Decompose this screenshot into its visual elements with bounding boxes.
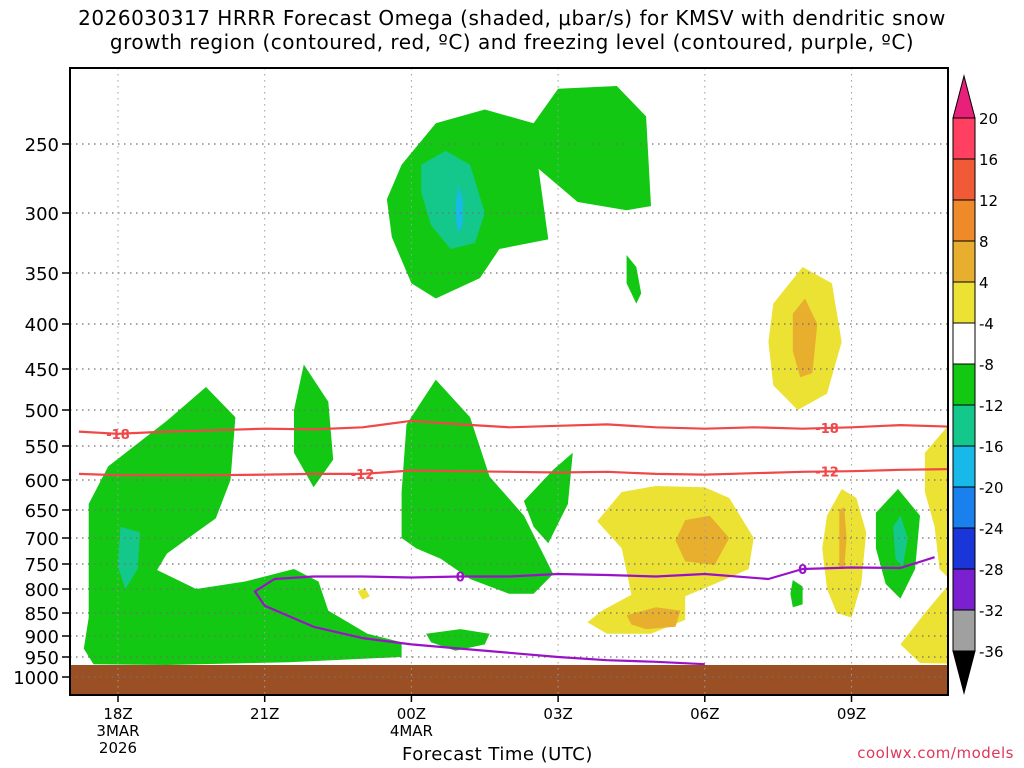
colorbar-label: 4 (979, 274, 989, 292)
omega-area-4 (83, 387, 402, 665)
colorbar-label: 12 (979, 192, 998, 210)
colorbar-swatch (952, 322, 976, 365)
colorbar-swatch (952, 240, 976, 283)
omega-area-20 (839, 507, 847, 569)
plot-frame (69, 67, 949, 696)
x-tick-label: 3MAR (96, 722, 139, 740)
chart-title-line-2: growth region (contoured, red, ºC) and f… (109, 30, 915, 54)
y-tick-label: 850 (25, 604, 59, 625)
colorbar-label: -20 (979, 479, 1004, 497)
omega-area-7 (401, 379, 554, 594)
x-tick-label: 00Z (397, 705, 426, 723)
y-tick-label: 700 (25, 529, 59, 550)
x-tick-label: 03Z (543, 705, 572, 723)
omega-area-10 (790, 580, 803, 608)
contour--18C (78, 419, 948, 435)
omega-area-8 (523, 452, 573, 544)
colorbar-label: 8 (979, 233, 989, 251)
omega-area-25 (357, 588, 370, 600)
omega-area-1 (421, 150, 485, 249)
y-tick-label: 750 (25, 555, 59, 576)
colorbar-label: -32 (979, 602, 1004, 620)
colorbar-label: -12 (979, 397, 1004, 415)
contour-label: -18 (815, 422, 839, 437)
y-tick-label: 450 (25, 360, 59, 381)
colorbar-top-arrow (952, 74, 976, 119)
plot-border (69, 67, 949, 696)
x-tick-label: 4MAR (390, 722, 433, 740)
colorbar-swatch (952, 404, 976, 447)
omega-area-23 (900, 585, 948, 664)
colorbar-swatch (952, 609, 976, 652)
omega-area-2 (455, 185, 463, 233)
contour-label: -12 (815, 466, 839, 481)
colorbar-label: -16 (979, 438, 1004, 456)
y-tick-label: 950 (25, 648, 59, 669)
chart-title-line-1: 2026030317 HRRR Forecast Omega (shaded, … (78, 6, 946, 30)
y-tick-label: 650 (25, 501, 59, 522)
omega-area-12 (893, 515, 908, 567)
colorbar-label: -4 (979, 315, 994, 333)
contour-0C (253, 556, 935, 666)
x-tick-label: 2026 (99, 739, 137, 757)
omega-area-5 (118, 526, 140, 589)
y-tick-label: 600 (25, 471, 59, 492)
colorbar-swatch (952, 158, 976, 201)
omega-area-6 (294, 364, 334, 488)
colorbar-bottom-arrow (952, 650, 976, 695)
y-tick-label: 400 (25, 315, 59, 336)
omega-area-3 (626, 255, 642, 304)
omega-area-21 (924, 425, 948, 578)
colorbar-swatch (952, 486, 976, 529)
y-axis: 2503003504004505005506006507007508008509… (13, 135, 70, 689)
y-tick-label: 350 (25, 264, 59, 285)
contour-label: 0 (456, 571, 465, 586)
omega-area-9 (426, 629, 490, 651)
ground-layer (70, 665, 948, 695)
credit-link[interactable]: coolwx.com/models (857, 744, 1014, 762)
y-tick-label: 900 (25, 627, 59, 648)
colorbar-swatch (952, 281, 976, 324)
y-tick-label: 1000 (13, 668, 59, 689)
omega-area-17 (675, 515, 730, 565)
colorbar-swatch (952, 445, 976, 488)
colorbar-label: -28 (979, 561, 1004, 579)
colorbar-swatch (952, 527, 976, 570)
omega-shading-layer (83, 86, 948, 665)
colorbar-label: -8 (979, 356, 994, 374)
y-tick-label: 550 (25, 437, 59, 458)
colorbar-label: -24 (979, 520, 1004, 538)
x-axis-title: Forecast Time (UTC) (402, 744, 593, 765)
omega-area-15 (792, 298, 818, 378)
chart-title: 2026030317 HRRR Forecast Omega (shaded, … (0, 6, 1024, 54)
contour--12C (78, 468, 948, 477)
x-tick-label: 18Z (103, 705, 132, 723)
contour-label: 0 (798, 563, 807, 578)
contour-label: -12 (351, 468, 375, 483)
x-tick-label: 21Z (250, 705, 279, 723)
colorbar: 20 16 12 8 4 -4 -8 -12 -16 -20 -24 -28 -32 -36 (952, 74, 1004, 695)
colorbar-label: 16 (979, 151, 998, 169)
colorbar-swatch (952, 199, 976, 242)
colorbar-swatch (952, 363, 976, 406)
y-tick-label: 300 (25, 204, 59, 225)
colorbar-label: -36 (979, 643, 1004, 661)
y-tick-label: 250 (25, 135, 59, 156)
colorbar-label: 20 (979, 110, 998, 128)
grid-layer (70, 68, 948, 695)
contour-layer: -18 -18 -12 -12 0 0 (78, 419, 948, 666)
colorbar-swatch (952, 568, 976, 611)
colorbar-swatch (952, 117, 976, 160)
y-tick-label: 500 (25, 401, 59, 422)
x-tick-label: 06Z (690, 705, 719, 723)
y-tick-label: 800 (25, 580, 59, 601)
x-tick-label: 09Z (837, 705, 866, 723)
ground-shading (70, 665, 948, 695)
contour-label: -18 (106, 428, 130, 443)
